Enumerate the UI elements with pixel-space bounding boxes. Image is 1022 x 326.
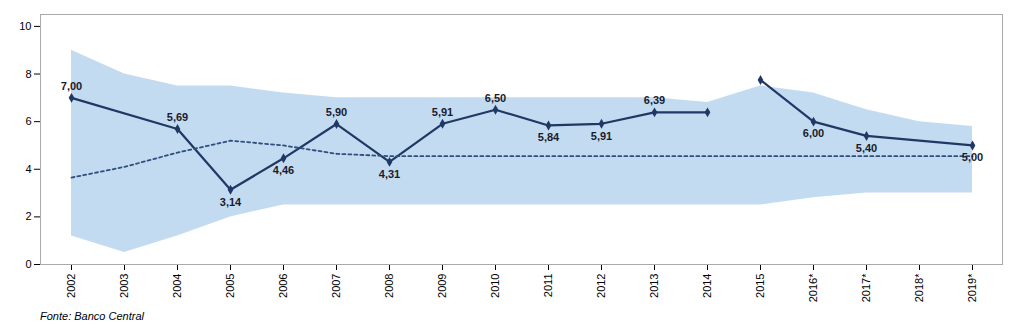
svg-text:6: 6	[25, 115, 31, 127]
svg-text:6,39: 6,39	[644, 94, 665, 106]
svg-text:2018*: 2018*	[913, 273, 925, 302]
svg-text:5,91: 5,91	[432, 106, 453, 118]
svg-text:5,91: 5,91	[591, 130, 612, 142]
svg-text:6,50: 6,50	[485, 92, 506, 104]
svg-text:4,31: 4,31	[379, 168, 400, 180]
svg-text:2014: 2014	[701, 274, 713, 298]
svg-text:5,84: 5,84	[538, 131, 560, 143]
svg-text:5,40: 5,40	[856, 142, 877, 154]
svg-text:2012: 2012	[595, 274, 607, 298]
svg-text:2019*: 2019*	[966, 273, 978, 302]
svg-text:2009: 2009	[436, 274, 448, 298]
svg-text:2006: 2006	[277, 274, 289, 298]
svg-text:2005: 2005	[224, 274, 236, 298]
svg-text:2002: 2002	[65, 274, 77, 298]
svg-text:0: 0	[25, 258, 31, 270]
svg-text:5,69: 5,69	[167, 111, 188, 123]
svg-text:7,00: 7,00	[61, 80, 82, 92]
svg-text:8: 8	[25, 68, 31, 80]
svg-text:2013: 2013	[648, 274, 660, 298]
svg-text:10: 10	[19, 20, 31, 32]
svg-text:5,00: 5,00	[962, 151, 983, 163]
svg-text:4,46: 4,46	[273, 164, 294, 176]
svg-text:5,90: 5,90	[326, 106, 347, 118]
html-text:Fonte: Banco Central: Fonte: Banco Central	[40, 310, 144, 322]
svg-text:2003: 2003	[118, 274, 130, 298]
svg-text:2010: 2010	[489, 274, 501, 298]
svg-text:2008: 2008	[383, 274, 395, 298]
svg-text:3,14: 3,14	[220, 196, 242, 208]
svg-text:2016*: 2016*	[807, 273, 819, 302]
svg-text:6,00: 6,00	[803, 127, 824, 139]
svg-text:2004: 2004	[171, 274, 183, 298]
svg-text:2011: 2011	[542, 274, 554, 298]
svg-text:4: 4	[25, 163, 31, 175]
svg-text:2015: 2015	[754, 274, 766, 298]
svg-text:2007: 2007	[330, 274, 342, 298]
svg-text:2: 2	[25, 210, 31, 222]
svg-text:2017*: 2017*	[860, 273, 872, 302]
